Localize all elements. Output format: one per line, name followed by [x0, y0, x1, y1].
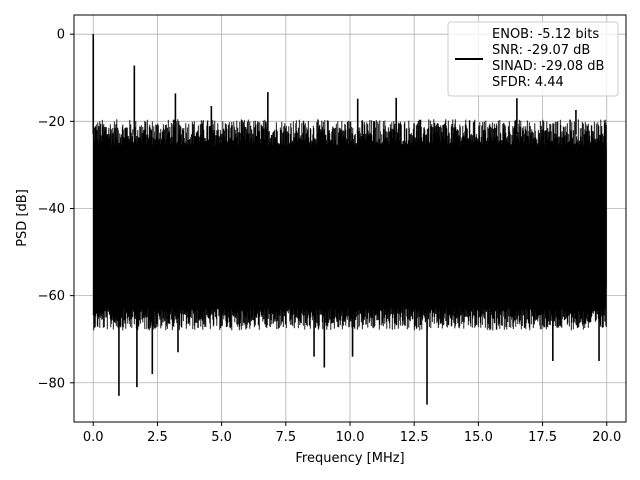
legend-sinad: SINAD: -29.08 dB [492, 59, 604, 74]
legend-box [447, 21, 619, 97]
x-tick-label: 7.5 [275, 430, 296, 445]
psd-dense-band [93, 147, 607, 287]
y-tick-label: −20 [38, 115, 65, 130]
x-tick-label: 10.0 [336, 430, 365, 445]
data-layer [92, 34, 607, 405]
y-tick-label: −40 [38, 202, 65, 217]
x-tick-label: 15.0 [464, 430, 493, 445]
x-tick-label: 5.0 [211, 430, 232, 445]
x-tick-label: 2.5 [147, 430, 168, 445]
y-tick-label: 0 [57, 28, 65, 43]
y-axis-label: PSD [dB] [15, 189, 30, 247]
legend-sfdr: SFDR: 4.44 [492, 75, 564, 90]
x-tick-label: 17.5 [528, 430, 557, 445]
x-tick-label: 12.5 [400, 430, 429, 445]
y-axis: 0 −20 −40 −60 −80 [38, 28, 74, 391]
x-tick-label: 20.0 [592, 430, 621, 445]
legend-snr: SNR: -29.07 dB [492, 43, 590, 58]
x-axis: 0.0 2.5 5.0 7.5 10.0 12.5 15.0 17.5 20.0 [83, 422, 621, 445]
y-tick-label: −60 [38, 289, 65, 304]
legend-enob: ENOB: -5.12 bits [492, 27, 599, 42]
y-tick-label: −80 [38, 376, 65, 391]
x-tick-label: 0.0 [83, 430, 104, 445]
x-axis-label: Frequency [MHz] [295, 451, 404, 466]
legend: ENOB: -5.12 bits SNR: -29.07 dB SINAD: -… [447, 21, 619, 97]
